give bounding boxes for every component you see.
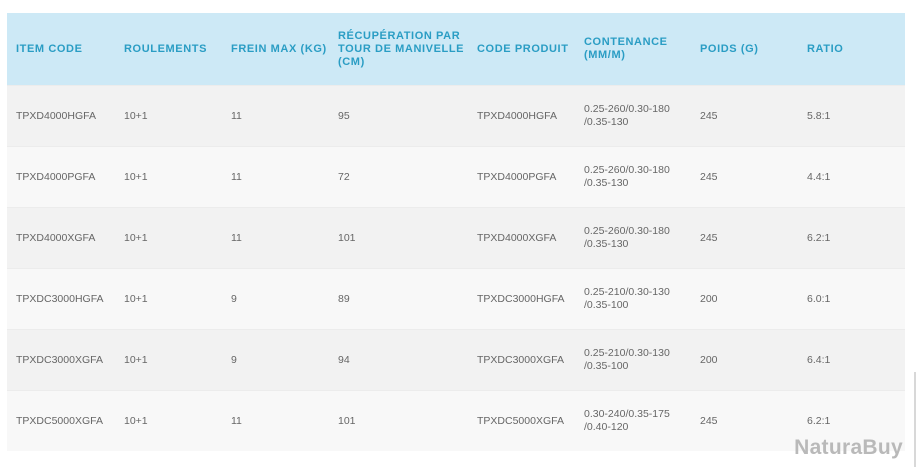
table-cell: TPXDC3000HGFA [16,292,104,305]
table-header: ITEM CODE ROULEMENTS FREIN MAX (KG) RÉCUPÉR… [7,13,905,85]
table-cell: 72 [338,170,350,183]
table-row: TPXD4000XGFA 10+1 11 101 TPXD4000XGFA 0.25-26… [7,207,905,268]
table-cell: 0.25-210/0.30-130 /0.35-100 [584,347,670,372]
table-cell: TPXD4000HGFA [16,109,96,122]
table-row: TPXDC3000XGFA 10+1 9 94 TPXDC3000XGFA 0.25-21… [7,329,905,390]
table-cell: 10+1 [124,109,148,122]
table-cell: 0.25-210/0.30-130 /0.35-100 [584,286,670,311]
table-cell: 10+1 [124,353,148,366]
table-cell: TPXDC3000HGFA [477,292,565,305]
column-header: ITEM CODE [16,42,83,55]
spec-table: ITEM CODE ROULEMENTS FREIN MAX (KG) RÉCUPÉR… [7,13,905,451]
table-cell: 200 [700,292,718,305]
table-cell: 94 [338,353,350,366]
table-cell: 11 [231,231,242,244]
table-cell: 245 [700,414,718,427]
table-cell: 4.4:1 [807,170,831,183]
column-header: FREIN MAX (KG) [231,42,327,55]
table-cell: 9 [231,353,237,366]
table-cell: 245 [700,231,718,244]
column-header: RÉCUPÉRATION PAR TOUR DE MANIVELLE (CM) [338,29,465,68]
table-cell: TPXD4000XGFA [16,231,96,244]
table-row: TPXD4000PGFA 10+1 11 72 TPXD4000PGFA 0.25-260… [7,146,905,207]
table-cell: 10+1 [124,170,148,183]
column-header: POIDS (G) [700,42,759,55]
table-cell: 0.25-260/0.30-180 /0.35-130 [584,225,670,250]
table-cell: 245 [700,109,718,122]
table-cell: TPXDC5000XGFA [16,414,103,427]
table-cell: 11 [231,170,242,183]
table-cell: TPXD4000HGFA [477,109,557,122]
table-cell: 10+1 [124,231,148,244]
table-cell: 0.25-260/0.30-180 /0.35-130 [584,103,670,128]
table-cell: 10+1 [124,292,148,305]
table-cell: 200 [700,353,718,366]
table-cell: TPXD4000PGFA [477,170,557,183]
scrollbar[interactable] [914,372,916,467]
table-cell: 0.25-260/0.30-180 /0.35-130 [584,164,670,189]
table-cell: TPXD4000PGFA [16,170,96,183]
table-cell: 5.8:1 [807,109,831,122]
column-header: ROULEMENTS [124,42,207,55]
table-row: TPXDC5000XGFA 10+1 11 101 TPXDC5000XGFA 0.30-… [7,390,905,451]
table-row: TPXD4000HGFA 10+1 11 95 TPXD4000HGFA 0.25-260… [7,85,905,146]
table-cell: 6.0:1 [807,292,831,305]
table-cell: 9 [231,292,237,305]
table-cell: TPXDC3000XGFA [16,353,103,366]
table-cell: TPXD4000XGFA [477,231,557,244]
naturabuy-watermark: NaturaBuy [794,436,903,459]
table-cell: 10+1 [124,414,148,427]
table-cell: 6.4:1 [807,353,831,366]
table-cell: 95 [338,109,350,122]
column-header: CONTENANCE (MM/M) [584,36,668,61]
table-body: TPXD4000HGFA 10+1 11 95 TPXD4000HGFA 0.25-260… [7,85,905,451]
table-cell: TPXDC3000XGFA [477,353,564,366]
table-cell: 101 [338,414,356,427]
table-cell: 11 [231,414,242,427]
table-row: TPXDC3000HGFA 10+1 9 89 TPXDC3000HGFA 0.25-21… [7,268,905,329]
table-cell: TPXDC5000XGFA [477,414,564,427]
table-cell: 0.30-240/0.35-175 /0.40-120 [584,408,670,433]
table-cell: 11 [231,109,242,122]
table-cell: 6.2:1 [807,231,831,244]
table-cell: 89 [338,292,350,305]
table-cell: 6.2:1 [807,414,831,427]
column-header: RATIO [807,42,844,55]
table-cell: 245 [700,170,718,183]
column-header: CODE PRODUIT [477,42,569,55]
table-cell: 101 [338,231,356,244]
